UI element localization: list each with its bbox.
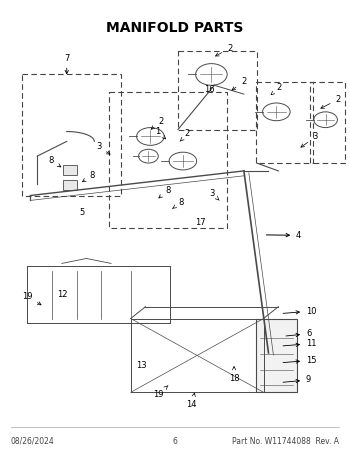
Text: 4: 4 <box>266 231 301 240</box>
Text: 1: 1 <box>155 126 166 139</box>
Text: 18: 18 <box>229 366 239 382</box>
Text: 7: 7 <box>64 53 69 74</box>
Text: 8: 8 <box>49 156 61 167</box>
Text: 15: 15 <box>283 356 316 365</box>
FancyBboxPatch shape <box>63 165 77 175</box>
Text: 2: 2 <box>216 44 232 56</box>
Text: 3: 3 <box>96 142 110 154</box>
Text: 3: 3 <box>209 188 219 200</box>
FancyBboxPatch shape <box>63 180 77 190</box>
Text: 10: 10 <box>283 307 316 316</box>
Text: 14: 14 <box>187 393 197 409</box>
Text: 13: 13 <box>136 361 146 370</box>
Text: 2: 2 <box>180 130 190 141</box>
Text: MANIFOLD PARTS: MANIFOLD PARTS <box>106 21 244 35</box>
Text: 2: 2 <box>271 83 282 95</box>
Text: 6: 6 <box>286 329 311 338</box>
Text: 12: 12 <box>57 290 68 299</box>
Text: 9: 9 <box>283 376 311 385</box>
Text: 08/26/2024: 08/26/2024 <box>10 437 54 446</box>
Text: 2: 2 <box>232 77 246 90</box>
Text: 19: 19 <box>153 386 168 399</box>
Text: 16: 16 <box>204 85 215 94</box>
Text: 19: 19 <box>22 292 41 305</box>
Text: 11: 11 <box>283 339 316 348</box>
Text: 8: 8 <box>159 186 170 198</box>
Text: 5: 5 <box>79 208 84 217</box>
Text: 6: 6 <box>173 437 177 446</box>
Text: 3: 3 <box>301 132 318 147</box>
Text: 2: 2 <box>321 95 341 108</box>
Text: 8: 8 <box>173 198 183 208</box>
Text: Part No. W11744088  Rev. A: Part No. W11744088 Rev. A <box>232 437 340 446</box>
Text: 8: 8 <box>83 171 95 182</box>
Text: 17: 17 <box>195 218 205 227</box>
FancyBboxPatch shape <box>256 318 297 392</box>
Text: 2: 2 <box>151 117 163 129</box>
